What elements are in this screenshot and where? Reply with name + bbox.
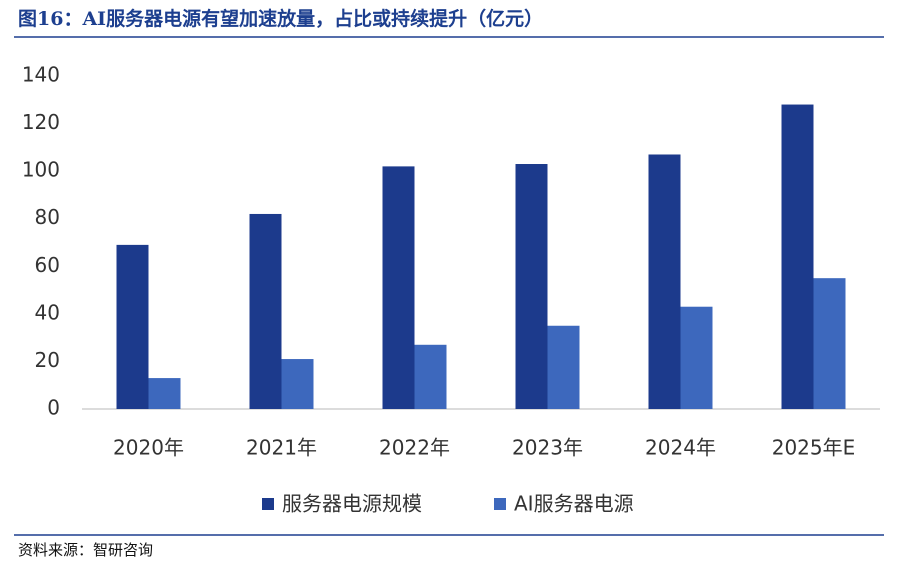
x-tick-label: 2020年 [113,436,184,460]
bar [680,306,713,409]
x-tick-label: 2021年 [246,436,317,460]
y-tick-label: 40 [35,300,60,324]
bar [515,164,548,409]
bar [547,325,580,409]
x-tick-label: 2022年 [379,436,450,460]
legend-swatch [494,498,506,510]
bar [281,359,314,409]
y-tick-label: 120 [22,110,60,134]
y-tick-label: 0 [47,396,60,420]
x-tick-label: 2024年 [645,436,716,460]
legend-label: AI服务器电源 [514,492,634,516]
bar [648,154,681,409]
y-tick-label: 20 [35,348,60,372]
bar [414,344,447,409]
legend-label: 服务器电源规模 [282,492,422,516]
y-tick-label: 60 [35,253,60,277]
bar [382,166,415,409]
legend-swatch [262,498,274,510]
bar [813,278,846,409]
bar [148,378,181,409]
y-tick-label: 80 [35,205,60,229]
y-tick-label: 100 [22,158,60,182]
y-tick-label: 140 [22,63,60,87]
x-tick-label: 2023年 [512,436,583,460]
chart-title: 图16：AI服务器电源有望加速放量，占比或持续提升（亿元） [18,7,543,30]
x-tick-label: 2025年E [772,436,856,460]
bar [116,244,149,409]
source: 资料来源：智研咨询 [18,541,153,559]
bar [781,104,814,410]
bar [249,213,282,409]
